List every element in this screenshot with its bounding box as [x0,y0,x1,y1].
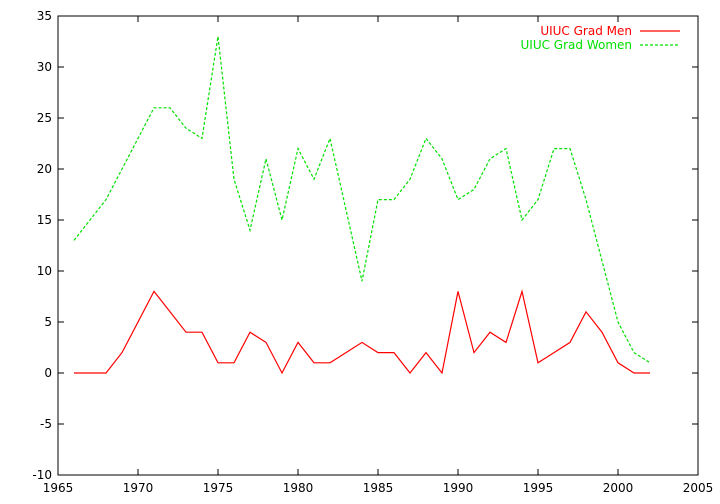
y-tick-label: 20 [37,162,52,176]
x-tick-label: 1965 [43,481,74,495]
series-line-men [74,289,650,375]
x-tick-label: 1980 [283,481,314,495]
legend-label: UIUC Grad Women [521,38,633,52]
legend-label: UIUC Grad Men [540,24,632,38]
x-tick-label: 1990 [443,481,474,495]
y-tick-label: -5 [40,417,52,431]
y-tick-label: 0 [44,366,52,380]
series-line-women [73,36,651,364]
y-tick-label: 35 [37,9,52,23]
x-tick-label: 1995 [523,481,554,495]
y-tick-label: 30 [37,60,52,74]
y-tick-label: 15 [37,213,52,227]
axis-tick-labels: -10 -5 0 5 10 15 20 25 30 35 1965 1970 1975 1980 1985 1… [32,9,713,495]
y-tick-label: 10 [37,264,52,278]
plot-frame [57,15,699,476]
y-tick-label: 25 [37,111,52,125]
x-tick-label: 1975 [203,481,234,495]
x-tick-label: 1985 [363,481,394,495]
x-tick-label: 2000 [603,481,634,495]
y-tick-label: 5 [44,315,52,329]
series-lines [73,36,651,375]
axis-ticks [57,15,699,476]
x-tick-label: 2005 [683,481,714,495]
y-tick-label: -10 [32,468,52,482]
x-tick-label: 1970 [123,481,154,495]
